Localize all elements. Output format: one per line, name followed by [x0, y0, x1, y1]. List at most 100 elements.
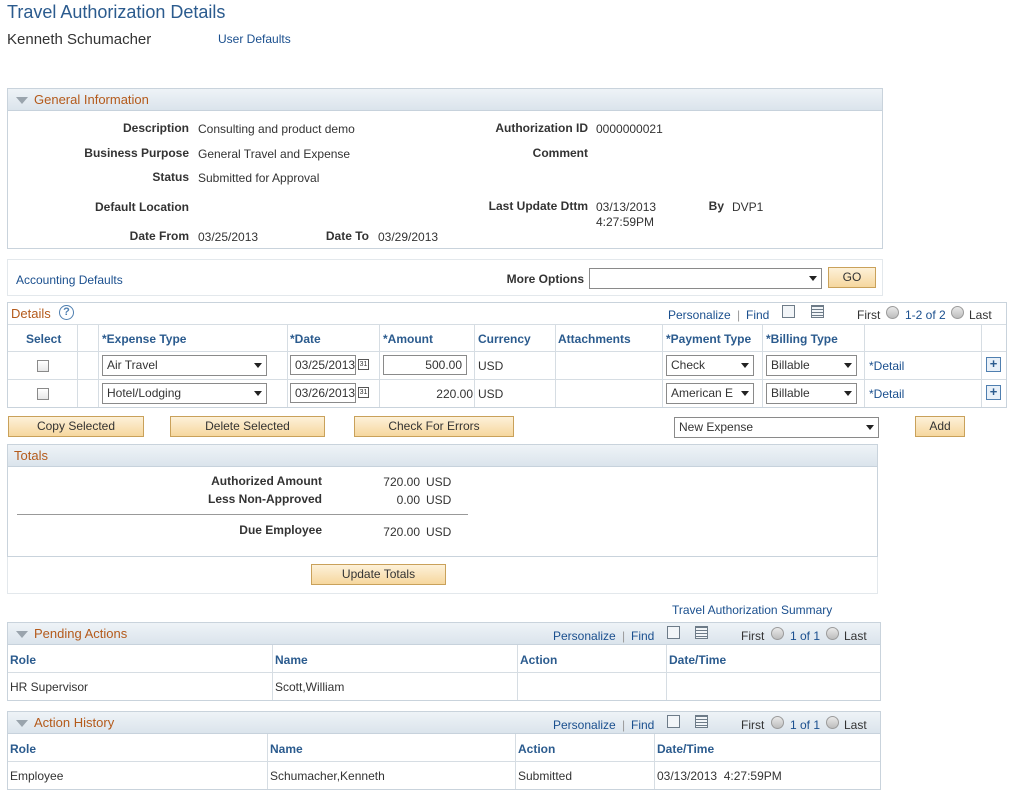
travel-authorization-summary-link[interactable]: Travel Authorization Summary [672, 603, 833, 617]
delete-selected-button[interactable]: Delete Selected [170, 416, 325, 437]
col-billing-type[interactable]: *Billing Type [766, 332, 838, 346]
action-history-grid: Action History [7, 711, 881, 790]
history-row-action: Submitted [518, 769, 573, 783]
comment-label: Comment [532, 146, 588, 160]
history-personalize-link[interactable]: Personalize [553, 718, 616, 732]
history-last-label: Last [844, 718, 867, 732]
row1-amount-input[interactable]: 500.00 [383, 355, 467, 375]
history-col-action[interactable]: Action [518, 742, 556, 756]
pending-find-link[interactable]: Find [631, 629, 655, 643]
previous-page-icon[interactable] [771, 627, 784, 640]
view-all-icon[interactable] [782, 305, 795, 318]
calendar-icon[interactable]: 31 [358, 387, 369, 398]
col-amount[interactable]: *Amount [383, 332, 433, 346]
totals-header: Totals [8, 445, 877, 467]
row2-add-row-icon[interactable]: + [986, 385, 1001, 400]
next-page-icon[interactable] [826, 627, 839, 640]
row1-date-input[interactable]: 03/25/2013 [290, 355, 356, 375]
authorization-id-label: Authorization ID [495, 121, 588, 135]
details-header: Details [11, 306, 51, 321]
go-button[interactable]: GO [828, 267, 876, 288]
totals-divider [17, 514, 468, 515]
row1-add-row-icon[interactable]: + [986, 357, 1001, 372]
col-payment-type[interactable]: *Payment Type [666, 332, 752, 346]
row1-select-checkbox[interactable] [37, 360, 49, 372]
collapse-triangle-icon[interactable] [16, 720, 28, 728]
collapse-triangle-icon[interactable] [16, 97, 28, 105]
dropdown-arrow-icon [741, 391, 749, 396]
less-non-approved-currency: USD [426, 493, 452, 507]
dropdown-arrow-icon [844, 363, 852, 368]
authorized-amount-label: Authorized Amount [211, 474, 322, 488]
history-col-datetime[interactable]: Date/Time [657, 742, 715, 756]
add-button[interactable]: Add [915, 416, 965, 437]
row1-detail-link[interactable]: *Detail [869, 359, 905, 373]
date-from-label: Date From [129, 229, 189, 243]
action-history-header[interactable]: Action History [8, 712, 880, 734]
row1-payment-type-select[interactable]: Check [666, 355, 754, 376]
col-date[interactable]: *Date [290, 332, 321, 346]
grid-download-icon[interactable] [695, 715, 708, 728]
dropdown-arrow-icon [809, 276, 817, 281]
dropdown-arrow-icon [844, 391, 852, 396]
pending-actions-header[interactable]: Pending Actions [8, 623, 880, 645]
details-find-link[interactable]: Find [746, 308, 770, 322]
pending-col-name[interactable]: Name [275, 653, 308, 667]
grid-download-icon[interactable] [695, 626, 708, 639]
grid-download-icon[interactable] [811, 305, 824, 318]
pending-col-datetime[interactable]: Date/Time [669, 653, 727, 667]
pending-personalize-link[interactable]: Personalize [553, 629, 616, 643]
due-employee-label: Due Employee [239, 523, 322, 537]
date-to-value: 03/29/2013 [378, 230, 439, 244]
due-employee-currency: USD [426, 525, 452, 539]
row1-billing-type-select[interactable]: Billable [766, 355, 857, 376]
row2-currency: USD [478, 387, 504, 401]
row1-expense-type-select[interactable]: Air Travel [102, 355, 267, 376]
new-expense-select[interactable]: New Expense [674, 417, 879, 438]
by-label: By [708, 199, 724, 213]
row2-billing-type-select[interactable]: Billable [766, 383, 857, 404]
next-page-icon[interactable] [951, 306, 964, 319]
description-value: Consulting and product demo [198, 122, 355, 136]
pending-col-role[interactable]: Role [10, 653, 37, 667]
default-location-label: Default Location [94, 200, 189, 214]
user-defaults-link[interactable]: User Defaults [218, 32, 291, 46]
general-information-header[interactable]: General Information [8, 89, 882, 111]
details-personalize-link[interactable]: Personalize [668, 308, 731, 322]
page-title: Travel Authorization Details [7, 2, 226, 22]
next-page-icon[interactable] [826, 716, 839, 729]
more-options-select[interactable] [589, 268, 822, 289]
col-currency[interactable]: Currency [478, 332, 531, 346]
pending-col-action[interactable]: Action [520, 653, 558, 667]
business-purpose-value: General Travel and Expense [198, 147, 351, 161]
view-all-icon[interactable] [667, 715, 680, 728]
accounting-defaults-link[interactable]: Accounting Defaults [16, 273, 123, 287]
check-for-errors-button[interactable]: Check For Errors [354, 416, 514, 437]
last-update-date: 03/13/2013 [596, 200, 657, 214]
previous-page-icon[interactable] [886, 306, 899, 319]
date-from-value: 03/25/2013 [198, 230, 259, 244]
history-row-name: Schumacher,Kenneth [270, 769, 385, 783]
row2-date-input[interactable]: 03/26/2013 [290, 383, 356, 403]
last-update-label: Last Update Dttm [488, 199, 588, 213]
dropdown-arrow-icon [866, 425, 874, 430]
help-icon[interactable]: ? [59, 305, 74, 320]
history-col-name[interactable]: Name [270, 742, 303, 756]
update-totals-button[interactable]: Update Totals [311, 564, 446, 585]
separator: | [737, 308, 741, 322]
row2-expense-type-select[interactable]: Hotel/Lodging [102, 383, 267, 404]
col-expense-type[interactable]: *Expense Type [102, 332, 187, 346]
view-all-icon[interactable] [667, 626, 680, 639]
previous-page-icon[interactable] [771, 716, 784, 729]
collapse-triangle-icon[interactable] [16, 631, 28, 639]
row2-select-checkbox[interactable] [37, 388, 49, 400]
col-attachments[interactable]: Attachments [558, 332, 631, 346]
pending-row-range: 1 of 1 [790, 629, 821, 643]
pending-first-label: First [741, 629, 765, 643]
copy-selected-button[interactable]: Copy Selected [8, 416, 144, 437]
row2-detail-link[interactable]: *Detail [869, 387, 905, 401]
row2-payment-type-select[interactable]: American E [666, 383, 754, 404]
history-find-link[interactable]: Find [631, 718, 655, 732]
history-col-role[interactable]: Role [10, 742, 37, 756]
calendar-icon[interactable]: 31 [358, 359, 369, 370]
